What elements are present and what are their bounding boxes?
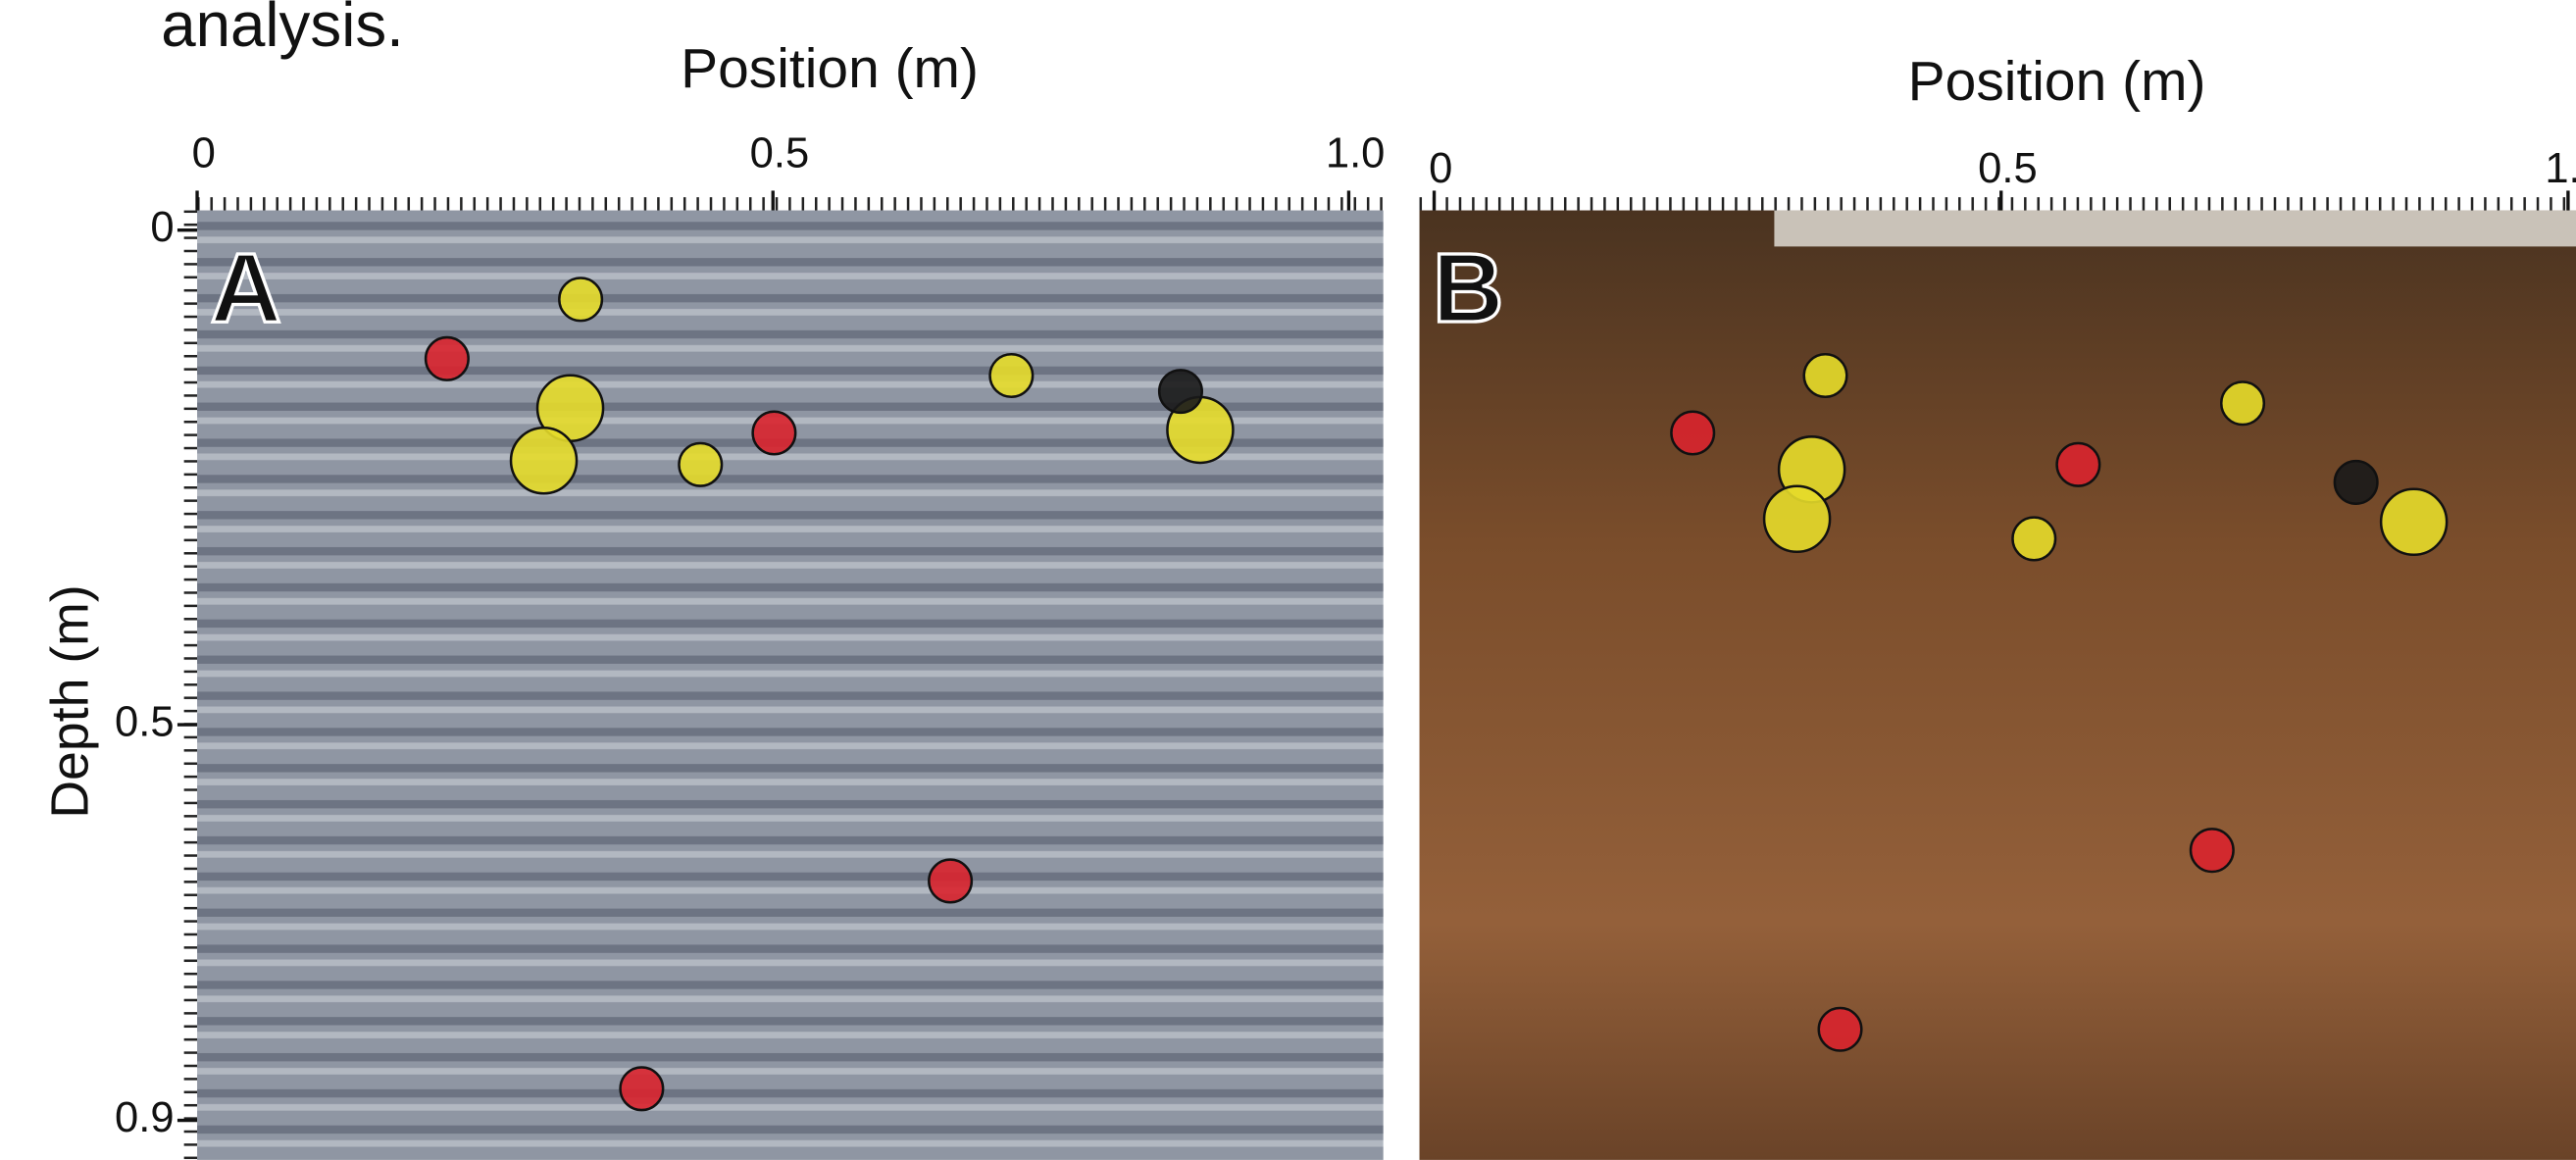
root-marker bbox=[1671, 412, 1714, 455]
root-marker bbox=[2335, 461, 2378, 504]
y-tick-label: 0 bbox=[150, 204, 174, 251]
x-tick-label: 0 bbox=[1429, 145, 1452, 192]
y-tick-label: 0.9 bbox=[115, 1094, 175, 1141]
panel-label: A bbox=[210, 233, 281, 343]
root-marker bbox=[1819, 1008, 1862, 1051]
x-tick-label: 0.5 bbox=[750, 130, 810, 177]
root-marker bbox=[2012, 518, 2055, 561]
root-marker bbox=[1804, 354, 1847, 397]
y-axis-title: Depth (m) bbox=[41, 584, 100, 818]
ruler bbox=[1420, 197, 2576, 210]
root-marker bbox=[559, 278, 602, 322]
root-marker bbox=[2221, 381, 2264, 425]
soil-surface bbox=[1774, 211, 2576, 247]
root-marker bbox=[2057, 443, 2100, 486]
root-marker bbox=[990, 354, 1034, 397]
x-axis-title: Position (m) bbox=[1908, 50, 2206, 113]
panel-label: B bbox=[1433, 233, 1504, 343]
caption-fragment: analysis. bbox=[161, 0, 404, 60]
root-marker bbox=[2191, 829, 2234, 872]
root-marker bbox=[426, 337, 469, 380]
soil-background bbox=[1420, 211, 2576, 1160]
root-marker bbox=[1764, 486, 1830, 552]
root-marker bbox=[753, 412, 796, 455]
ruler bbox=[197, 197, 1384, 210]
root-marker bbox=[1159, 370, 1202, 413]
x-tick-label: 1.0 bbox=[2545, 145, 2576, 192]
radargram-background bbox=[197, 211, 1384, 1160]
root-marker bbox=[679, 443, 722, 486]
x-axis-title: Position (m) bbox=[681, 37, 979, 100]
x-tick-label: 0.5 bbox=[1978, 145, 2038, 192]
root-marker bbox=[511, 428, 577, 493]
root-marker bbox=[2381, 489, 2447, 555]
x-tick-label: 0 bbox=[192, 130, 216, 177]
y-tick-label: 0.5 bbox=[115, 699, 175, 746]
x-tick-label: 1.0 bbox=[1326, 130, 1386, 177]
page: analysis. Position (m)Depth (m)00.51.000… bbox=[0, 0, 2576, 1160]
root-marker bbox=[621, 1068, 664, 1111]
root-marker bbox=[929, 860, 972, 903]
figure: analysis. Position (m)Depth (m)00.51.000… bbox=[0, 0, 2576, 1160]
ruler bbox=[184, 211, 197, 1160]
